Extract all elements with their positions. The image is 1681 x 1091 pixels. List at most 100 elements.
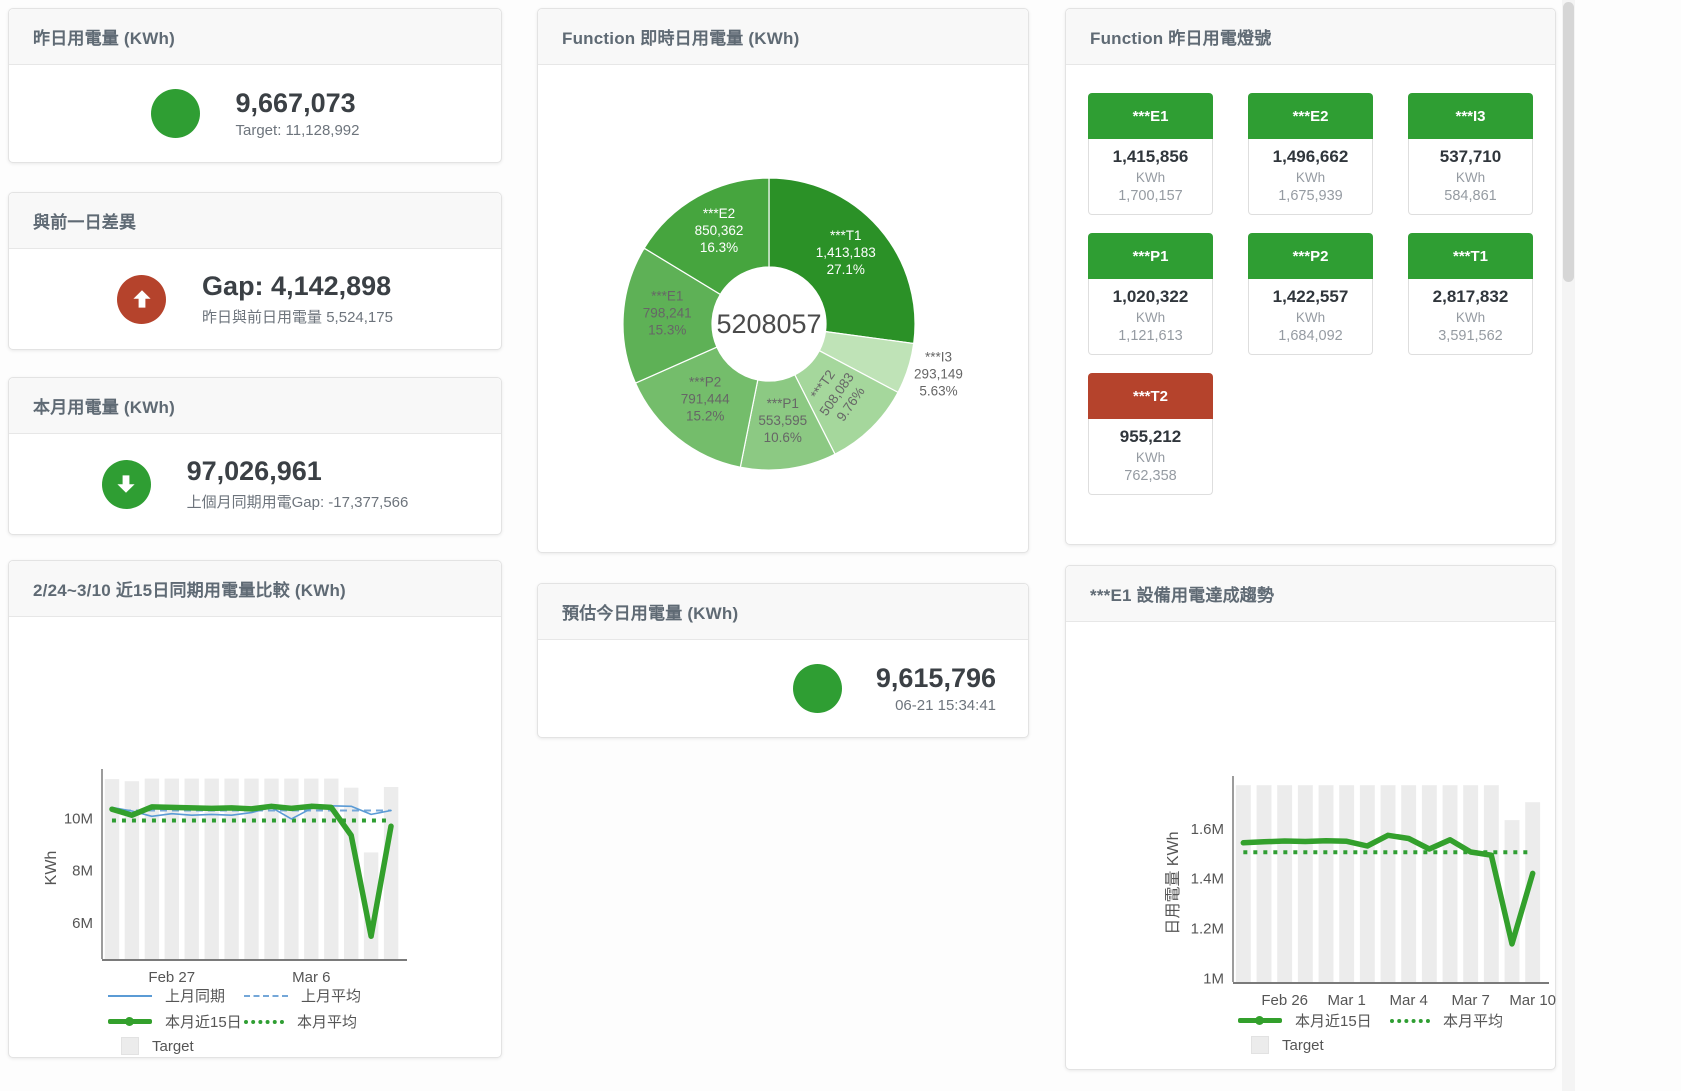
light-tile-unit: KWh (1135, 450, 1166, 465)
target-bar (304, 778, 319, 959)
light-tile-name: ***E1 (1088, 93, 1213, 139)
card-usage-lights: Function 昨日用電燈號 ***E1 1,415,856 KWh 1,700,1… (1065, 8, 1556, 545)
card-header: Function 昨日用電燈號 (1066, 9, 1555, 65)
target-bar (204, 778, 219, 959)
light-tile: ***E2 1,496,662 KWh 1,675,939 (1248, 93, 1373, 215)
light-tile-unit: KWh (1295, 310, 1326, 325)
light-tile-name: ***I3 (1408, 93, 1533, 139)
legend-item-this-month-average[interactable]: 本月平均 (1390, 1010, 1542, 1031)
card-e1-trend-chart: ***E1 設備用電達成趨勢 1M 1.2M 1.4M 1.6M Feb 26 Mar 1… (1065, 565, 1556, 1070)
donut-slice-***E1[interactable] (622, 247, 722, 384)
x-tick-label: Mar 1 (1327, 992, 1365, 1009)
card-header: ***E1 設備用電達成趨勢 (1066, 566, 1555, 622)
legend-label: 本月平均 (1443, 1013, 1504, 1030)
donut-slice-***E2[interactable] (643, 177, 770, 296)
light-tile-body: 1,415,856 KWh 1,700,157 (1088, 139, 1213, 215)
target-bar (284, 778, 299, 959)
legend-item-this-month-average[interactable]: 本月平均 (244, 1011, 380, 1032)
donut-slice-label: ***T1 1,413,183 27.1% (816, 228, 876, 277)
card-header: 2/24~3/10 近15日同期用電量比較 (KWh) (9, 561, 501, 617)
target-bar (124, 781, 140, 959)
card-15day-comparison-chart: 2/24~3/10 近15日同期用電量比較 (KWh) 6M 8M 10M Feb 2… (8, 560, 502, 1058)
lights-grid: ***E1 1,415,856 KWh 1,700,157 ***E2 1,496,662… (1088, 93, 1533, 495)
kpi-subtext: 上個月同期用電Gap: -17,377,566 (186, 493, 409, 511)
green-status-circle-icon (792, 664, 842, 713)
legend-label: 本月近15日 (165, 1014, 242, 1031)
light-tile-target: 3,591,562 (1438, 328, 1503, 344)
card-title: 預估今日用電量 (KWh) (562, 604, 739, 623)
y-tick-label: 1.4M (1191, 871, 1224, 888)
legend-item-target[interactable]: Target (1238, 1036, 1390, 1054)
gray-box-icon (1251, 1036, 1269, 1054)
light-tile-unit: KWh (1455, 170, 1486, 185)
target-bar (224, 778, 239, 959)
legend-item-target[interactable]: Target (108, 1037, 244, 1055)
light-tile-value: 1,422,557 (1272, 287, 1349, 306)
card-title: ***E1 設備用電達成趨勢 (1090, 586, 1275, 605)
legend-item-this-month-15days[interactable]: 本月近15日 (108, 1011, 244, 1032)
light-tile-target: 1,675,939 (1278, 188, 1343, 204)
card-header: 與前一日差異 (9, 193, 501, 249)
target-bar (1235, 785, 1251, 982)
target-bar (1277, 785, 1293, 982)
kpi-body: 97,026,961 上個月同期用電Gap: -17,377,566 (9, 434, 501, 534)
target-bar (1380, 785, 1396, 982)
trend-chart-legend: 本月近15日 本月平均 Target (1238, 1010, 1542, 1059)
target-bar (104, 779, 120, 959)
vertical-scrollbar-thumb[interactable] (1563, 2, 1574, 282)
light-tile-body: 2,817,832 KWh 3,591,562 (1408, 279, 1533, 355)
target-bar (363, 852, 379, 959)
y-axis-label: KWh (43, 851, 60, 886)
donut-slice-label: ***P1 553,595 10.6% (758, 396, 807, 445)
x-tick-label: Mar 10 (1509, 992, 1556, 1009)
legend-label: 本月平均 (297, 1014, 358, 1031)
donut-slice-***P2[interactable] (634, 346, 759, 468)
light-tile: ***P1 1,020,322 KWh 1,121,613 (1088, 233, 1213, 355)
green-status-circle-icon (150, 89, 200, 138)
light-tile: ***T2 955,212 KWh 762,358 (1088, 373, 1213, 495)
card-title: 與前一日差異 (33, 213, 137, 232)
green-dotted-line-icon (244, 1019, 284, 1024)
series-line-本月近15日 (109, 803, 394, 939)
light-tile-target: 1,700,157 (1118, 188, 1183, 204)
y-tick-label: 10M (64, 810, 93, 827)
kpi-subtext: Target: 11,128,992 (235, 122, 360, 140)
donut-slice-***T1[interactable] (768, 177, 916, 345)
series-line-上月同期 (111, 805, 392, 820)
legend-item-last-month-same-period[interactable]: 上月同期 (108, 985, 244, 1006)
y-tick-label: 1.2M (1191, 920, 1224, 937)
light-tile: ***T1 2,817,832 KWh 3,591,562 (1408, 233, 1533, 355)
light-tile-body: 1,422,557 KWh 1,684,092 (1248, 279, 1373, 355)
card-month-usage: 本月用電量 (KWh) 97,026,961 上個月同期用電Gap: -17,3… (8, 377, 502, 535)
light-tile-body: 537,710 KWh 584,861 (1408, 139, 1533, 215)
light-tile-value: 1,020,322 (1112, 287, 1189, 306)
light-tile: ***P2 1,422,557 KWh 1,684,092 (1248, 233, 1373, 355)
card-realtime-usage-donut: Function 即時日用電量 (KWh) ***T1 1,413,183 27.1… (537, 8, 1029, 553)
light-tile-name: ***P2 (1248, 233, 1373, 279)
donut-slice-label: ***E1 798,241 15.3% (643, 288, 692, 337)
x-tick-label: Feb 27 (148, 969, 195, 986)
target-bar (144, 778, 160, 959)
donut-slice-label: ***I3 293,149 5.63% (914, 349, 963, 398)
green-thick-line-icon (1238, 1016, 1282, 1025)
arrow-down-icon (101, 459, 151, 509)
kpi-subtext: 06-21 15:34:41 (895, 697, 996, 715)
light-tile-body: 955,212 KWh 762,358 (1088, 419, 1213, 495)
card-header: 昨日用電量 (KWh) (9, 9, 501, 65)
compare-line-chart: 6M 8M 10M Feb 27 Mar 6 KWh (43, 769, 407, 986)
card-header: 預估今日用電量 (KWh) (538, 584, 1028, 640)
light-tile-value: 1,496,662 (1272, 147, 1349, 166)
light-tile-value: 537,710 (1439, 147, 1502, 166)
realtime-donut-chart: ***T1 1,413,183 27.1%***I3 293,149 5.63%***T… (622, 177, 963, 471)
light-tile-body: 1,020,322 KWh 1,121,613 (1088, 279, 1213, 355)
legend-item-last-month-average[interactable]: 上月平均 (244, 985, 380, 1006)
kpi-body: Gap: 4,142,898 昨日與前日用電量 5,524,175 (9, 249, 501, 349)
light-tile: ***E1 1,415,856 KWh 1,700,157 (1088, 93, 1213, 215)
kpi-body: 9,615,796 06-21 15:34:41 (538, 640, 1028, 737)
legend-item-this-month-15days[interactable]: 本月近15日 (1238, 1010, 1390, 1031)
card-header: Function 即時日用電量 (KWh) (538, 9, 1028, 65)
x-tick-label: Feb 26 (1261, 992, 1308, 1009)
light-tile-unit: KWh (1295, 170, 1326, 185)
target-bar (184, 778, 199, 959)
card-title: Function 昨日用電燈號 (1090, 29, 1272, 48)
